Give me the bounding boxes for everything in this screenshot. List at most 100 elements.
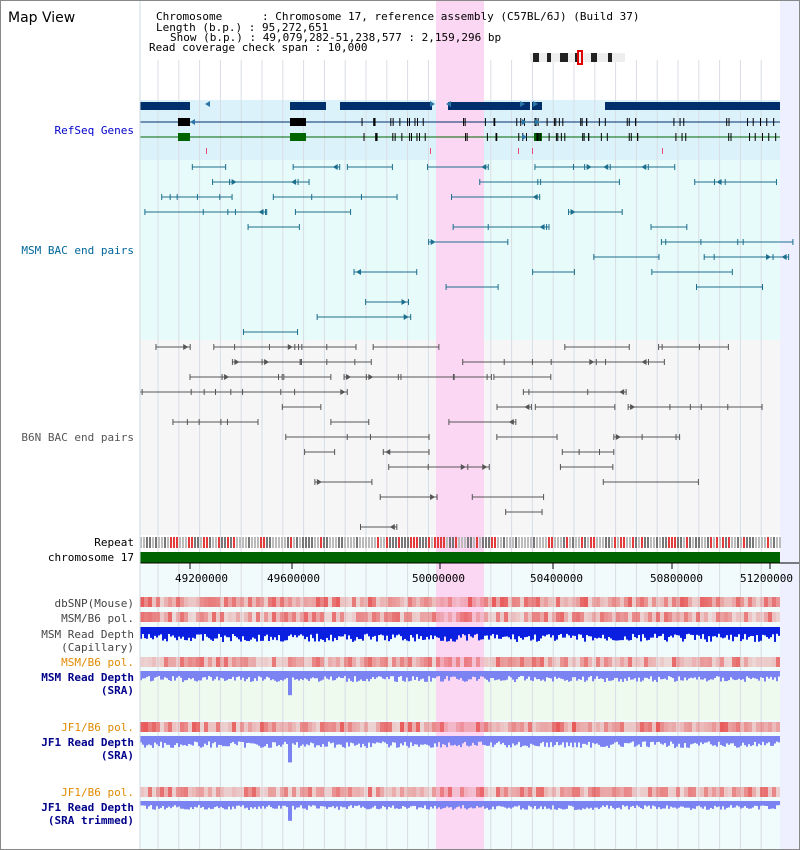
gene-feature[interactable] bbox=[290, 102, 326, 110]
msm-bac-pair-arrow[interactable] bbox=[231, 179, 237, 185]
dbsnp-heat bbox=[292, 597, 296, 607]
repeat-block bbox=[299, 537, 301, 548]
msm-sra-depth bbox=[436, 671, 438, 677]
b6n-bac-pair-arrow[interactable] bbox=[346, 374, 352, 380]
gene-strand-arrow[interactable] bbox=[190, 119, 195, 125]
gene-feature[interactable] bbox=[532, 102, 542, 110]
jf1-trimmed-depth bbox=[372, 801, 374, 808]
dbsnp-heat bbox=[148, 597, 152, 607]
msm-bac-pair-arrow[interactable] bbox=[332, 164, 338, 170]
msm-b6-pol-heat bbox=[744, 612, 748, 622]
msm-b6-pol-heat bbox=[460, 612, 464, 622]
msm-b6-pol-heat bbox=[192, 657, 196, 667]
track-label-jf1-b6-pol-1[interactable]: JF1/B6 pol. bbox=[61, 721, 134, 734]
msm-b6-pol-heat bbox=[740, 657, 744, 667]
jf1-sra-depth bbox=[368, 736, 370, 743]
msm-capillary-depth bbox=[424, 627, 426, 640]
msm-bac-pair-arrow[interactable] bbox=[430, 239, 436, 245]
gene-strand-arrow[interactable] bbox=[430, 101, 435, 107]
msm-b6-pol-heat bbox=[304, 657, 308, 667]
msm-bac-pair-arrow[interactable] bbox=[781, 254, 787, 260]
msm-b6-pol-heat bbox=[196, 612, 200, 622]
b6n-bac-pair-arrow[interactable] bbox=[430, 494, 436, 500]
track-label-jf1-depth-sra[interactable]: JF1 Read Depth bbox=[41, 736, 134, 749]
msm-bac-pair-arrow[interactable] bbox=[532, 194, 538, 200]
jf1-sra-depth bbox=[354, 736, 356, 746]
track-label-msm-depth-capillary[interactable]: MSM Read Depth bbox=[41, 628, 134, 641]
gene-exon[interactable] bbox=[290, 118, 306, 126]
b6n-bac-pair-arrow[interactable] bbox=[619, 389, 625, 395]
msm-b6-pol-heat bbox=[600, 657, 604, 667]
b6n-bac-pair-arrow[interactable] bbox=[385, 449, 391, 455]
msm-bac-pair-arrow[interactable] bbox=[570, 209, 576, 215]
msm-bac-pair-arrow[interactable] bbox=[401, 299, 407, 305]
msm-capillary-depth bbox=[170, 627, 172, 637]
b6n-bac-pair-arrow[interactable] bbox=[340, 389, 346, 395]
gene-exon[interactable] bbox=[178, 133, 190, 141]
b6n-bac-pair-arrow[interactable] bbox=[615, 434, 621, 440]
gene-strand-arrow[interactable] bbox=[520, 101, 525, 107]
gene-exon[interactable] bbox=[290, 133, 306, 141]
track-label-msm-b6-pol-2[interactable]: MSM/B6 pol. bbox=[61, 656, 134, 669]
b6n-bac-pair-arrow[interactable] bbox=[234, 359, 240, 365]
msm-bac-pair-arrow[interactable] bbox=[539, 224, 545, 230]
msm-bac-pair-arrow[interactable] bbox=[403, 314, 409, 320]
b6n-bac-pair-arrow[interactable] bbox=[183, 344, 189, 350]
jf1-trimmed-depth bbox=[492, 801, 494, 807]
track-label-msm-b6-pol-1[interactable]: MSM/B6 pol. bbox=[61, 612, 134, 625]
msm-sra-depth bbox=[650, 671, 652, 677]
b6n-bac-pair-arrow[interactable] bbox=[287, 344, 293, 350]
chromosome-bar[interactable] bbox=[140, 552, 780, 563]
jf1-b6-pol-heat bbox=[176, 722, 180, 732]
gene-strand-arrow[interactable] bbox=[522, 119, 527, 125]
track-label-chromosome[interactable]: chromosome 17 bbox=[47, 551, 134, 564]
gene-feature[interactable] bbox=[448, 102, 512, 110]
msm-capillary-depth bbox=[750, 627, 752, 636]
track-label-jf1-depth-trimmed[interactable]: JF1 Read Depth bbox=[41, 801, 134, 814]
msm-bac-pair-arrow[interactable] bbox=[481, 164, 487, 170]
gene-strand-arrow[interactable] bbox=[205, 101, 210, 107]
track-label-repeat[interactable]: Repeat bbox=[94, 536, 134, 549]
b6n-bac-pair-arrow[interactable] bbox=[482, 464, 488, 470]
track-label-refseq-genes[interactable]: RefSeq Genes bbox=[54, 124, 134, 137]
track-label-jf1-b6-pol-2[interactable]: JF1/B6 pol. bbox=[61, 786, 134, 799]
msm-sra-depth bbox=[510, 671, 512, 678]
b6n-bac-pair-arrow[interactable] bbox=[316, 479, 322, 485]
b6n-bac-pair-arrow[interactable] bbox=[524, 404, 530, 410]
msm-bac-pair-arrow[interactable] bbox=[716, 179, 722, 185]
dbsnp-heat bbox=[732, 597, 736, 607]
dbsnp-heat bbox=[276, 597, 280, 607]
gene-strand-arrow[interactable] bbox=[533, 101, 538, 107]
b6n-bac-pair-arrow[interactable] bbox=[389, 524, 395, 530]
gene-feature[interactable] bbox=[667, 102, 672, 110]
msm-sra-depth bbox=[594, 671, 596, 679]
jf1-b6-pol-heat bbox=[744, 787, 748, 797]
gene-strand-arrow[interactable] bbox=[535, 119, 540, 125]
gene-exon[interactable] bbox=[178, 118, 190, 126]
dbsnp-heat bbox=[236, 597, 240, 607]
b6n-bac-pair-arrow[interactable] bbox=[641, 359, 647, 365]
b6n-bac-pair-arrow[interactable] bbox=[460, 464, 466, 470]
msm-bac-pair-arrow[interactable] bbox=[356, 269, 362, 275]
msm-bac-pair-arrow[interactable] bbox=[766, 254, 772, 260]
msm-b6-pol-heat bbox=[556, 612, 560, 622]
track-label-dbsnp[interactable]: dbSNP(Mouse) bbox=[54, 597, 134, 610]
msm-capillary-depth bbox=[412, 627, 414, 638]
gene-feature[interactable] bbox=[340, 102, 432, 110]
b6n-bac-pair-arrow[interactable] bbox=[630, 404, 636, 410]
gene-feature[interactable] bbox=[140, 102, 190, 110]
track-label-b6n-bac[interactable]: B6N BAC end pairs bbox=[21, 431, 134, 444]
b6n-bac-pair-arrow[interactable] bbox=[508, 419, 514, 425]
track-label-msm-bac[interactable]: MSM BAC end pairs bbox=[21, 244, 134, 257]
gene-strand-arrow[interactable] bbox=[522, 134, 527, 140]
msm-sra-depth bbox=[278, 671, 280, 682]
track-label-msm-depth-sra[interactable]: MSM Read Depth bbox=[41, 671, 134, 684]
jf1-sra-depth bbox=[252, 736, 254, 744]
jf1-b6-pol-heat bbox=[316, 722, 320, 732]
jf1-trimmed-depth bbox=[740, 801, 742, 809]
msm-bac-pair-arrow[interactable] bbox=[641, 164, 647, 170]
gene-strand-arrow[interactable] bbox=[446, 101, 451, 107]
msm-sra-depth bbox=[626, 671, 628, 681]
gene-feature[interactable] bbox=[605, 102, 780, 110]
